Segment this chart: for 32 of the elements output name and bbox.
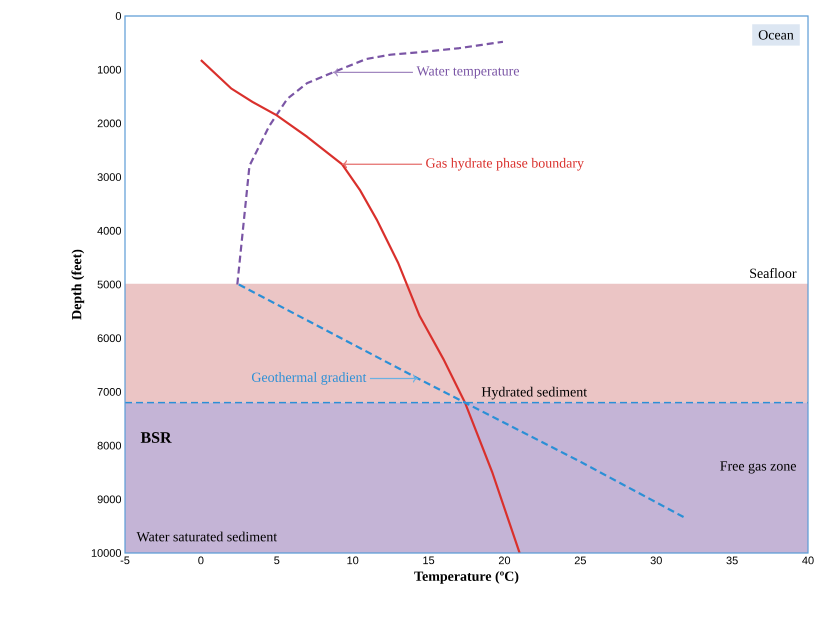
y-tick-label: 3000 — [98, 173, 122, 181]
y-tick-label: 7000 — [98, 388, 122, 396]
x-tick-label: 35 — [726, 556, 738, 564]
x-tick-label: 0 — [198, 556, 204, 564]
x-tick-label: 5 — [274, 556, 280, 564]
y-tick-label: 9000 — [98, 495, 122, 504]
y-tick-label: 1000 — [98, 66, 122, 74]
y-tick-label: 5000 — [98, 280, 122, 288]
y-tick-label: 2000 — [98, 120, 122, 128]
band-label: Free gas zone — [720, 461, 796, 474]
annotation: Water saturated sediment — [136, 532, 278, 542]
x-tick-label: 30 — [650, 556, 662, 564]
y-tick-label: 0 — [116, 12, 122, 20]
y-tick-label: 6000 — [98, 334, 122, 342]
ref-line-label: BSR — [140, 432, 172, 443]
y-axis-title: Depth (feet) — [71, 250, 84, 320]
x-tick-label: 10 — [347, 556, 358, 564]
x-tick-label: 20 — [498, 556, 510, 564]
x-axis-title: Temperature (ºC) — [414, 571, 518, 584]
x-tick-label: 40 — [802, 556, 814, 564]
y-tick-label: 8000 — [98, 442, 122, 450]
annotation: Geothermal gradient — [252, 372, 366, 385]
y-tick-label: 4000 — [97, 226, 122, 235]
ref-line-label: Seafloor — [750, 268, 796, 278]
x-tick-label: 25 — [574, 556, 586, 564]
annotation: Water temperature — [416, 66, 520, 78]
band-label: Hydrated sediment — [482, 386, 588, 400]
x-tick-label: 15 — [423, 556, 434, 564]
annotation: Ocean — [758, 30, 794, 40]
x-tick-label: -5 — [120, 556, 130, 564]
annotation: Gas hydrate phase boundary — [426, 158, 584, 171]
y-tick-label: 10000 — [92, 549, 122, 557]
